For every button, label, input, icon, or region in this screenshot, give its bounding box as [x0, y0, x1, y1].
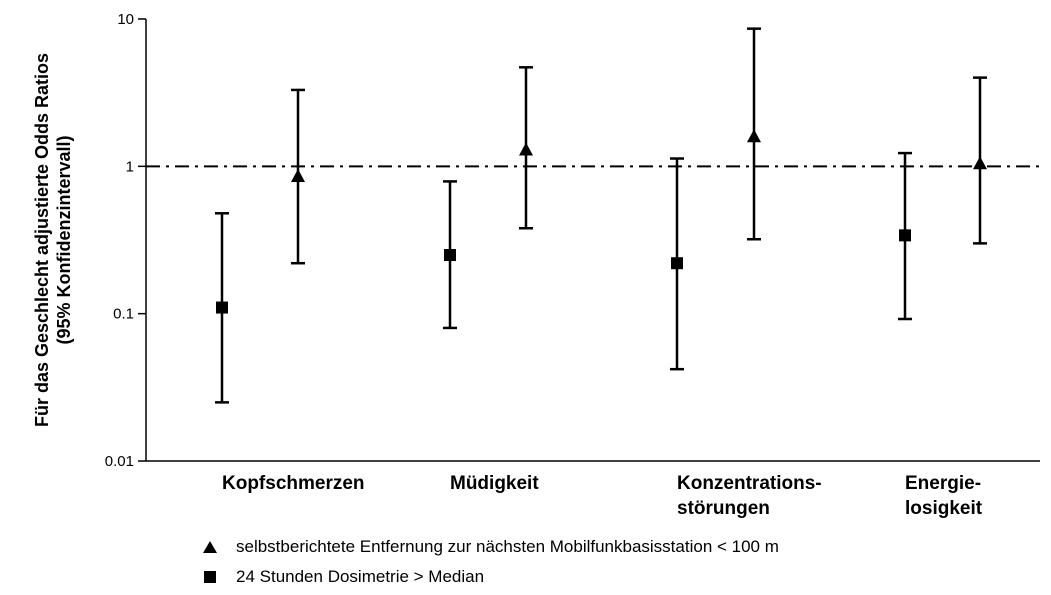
legend-label-square: 24 Stunden Dosimetrie > Median — [236, 567, 485, 586]
category-label: Energie- — [905, 473, 981, 494]
y-axis-label-line2: (95% Konfidenzintervall) — [54, 135, 74, 344]
y-tick-label: 10 — [117, 11, 134, 28]
category-label: Müdigkeit — [450, 473, 539, 494]
y-axis-label-line1: Für das Geschlecht adjustierte Odds Rati… — [32, 53, 52, 427]
triangle-icon — [198, 538, 222, 556]
triangle-point — [519, 142, 533, 156]
legend-item-square: 24 Stunden Dosimetrie > Median — [198, 567, 484, 587]
category-label: störungen — [677, 498, 770, 519]
square-point — [444, 249, 456, 262]
category-labels: Kopfschmerzen Müdigkeit Konzentrations-stö… — [222, 473, 983, 519]
square-point — [216, 301, 228, 314]
y-axis-label: Für das Geschlecht adjustierte Odds Rati… — [32, 53, 74, 427]
y-tick-label: 0.1 — [113, 306, 134, 323]
legend-label-triangle: selbstberichtete Entfernung zur nächsten… — [236, 537, 779, 556]
y-tick-label: 1 — [126, 158, 134, 175]
category-label: Kopfschmerzen — [222, 473, 365, 494]
y-tick-label: 0.01 — [105, 453, 134, 470]
data-marks — [215, 27, 987, 404]
axes — [145, 19, 1040, 462]
category-label: Konzentrations- — [677, 473, 822, 494]
triangle-point — [291, 168, 305, 182]
triangle-point — [747, 129, 761, 143]
triangle-point — [973, 156, 987, 170]
y-ticks: 10 1 0.1 0.01 — [105, 11, 146, 470]
square-point — [899, 229, 911, 242]
square-icon — [198, 568, 222, 586]
category-label: losigkeit — [905, 498, 983, 519]
legend-item-triangle: selbstberichtete Entfernung zur nächsten… — [198, 537, 779, 557]
square-point — [671, 257, 683, 270]
